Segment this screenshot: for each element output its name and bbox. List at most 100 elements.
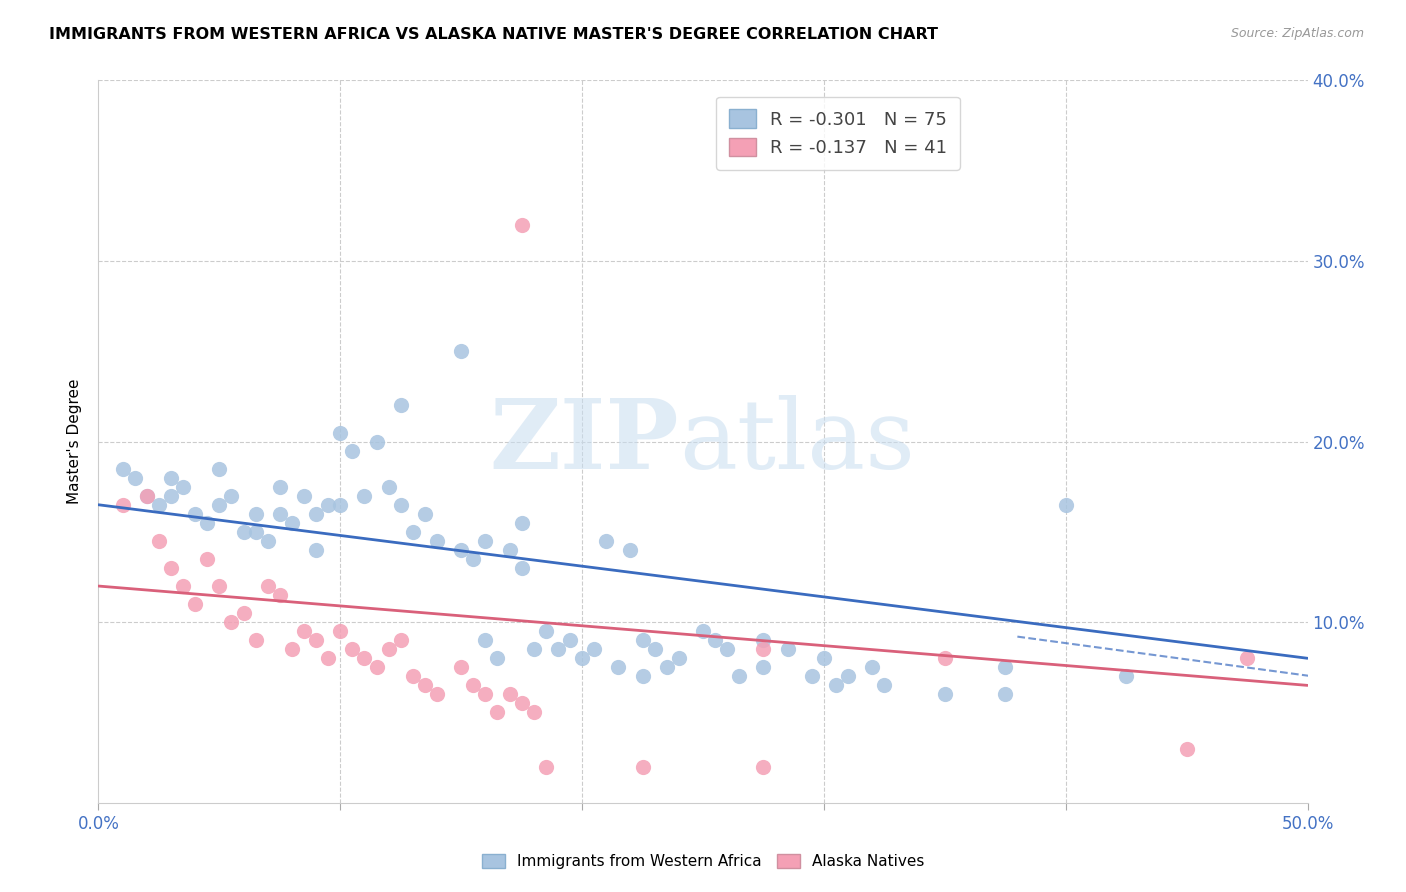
Point	[752, 633, 775, 648]
Point	[558, 633, 581, 648]
Point	[595, 533, 617, 548]
Point	[934, 651, 956, 665]
Point	[486, 651, 509, 665]
Point	[232, 606, 254, 620]
Point	[655, 660, 678, 674]
Point	[195, 552, 218, 566]
Point	[607, 660, 630, 674]
Point	[426, 533, 449, 548]
Point	[498, 542, 520, 557]
Point	[510, 697, 533, 711]
Point	[583, 642, 606, 657]
Point	[389, 398, 412, 412]
Text: IMMIGRANTS FROM WESTERN AFRICA VS ALASKA NATIVE MASTER'S DEGREE CORRELATION CHAR: IMMIGRANTS FROM WESTERN AFRICA VS ALASKA…	[49, 27, 938, 42]
Point	[413, 678, 436, 692]
Y-axis label: Master's Degree: Master's Degree	[67, 379, 83, 504]
Point	[172, 579, 194, 593]
Point	[160, 489, 183, 503]
Point	[316, 498, 339, 512]
Point	[232, 524, 254, 539]
Point	[450, 660, 472, 674]
Point	[825, 678, 848, 692]
Point	[160, 471, 183, 485]
Point	[474, 533, 496, 548]
Point	[463, 552, 485, 566]
Legend: Immigrants from Western Africa, Alaska Natives: Immigrants from Western Africa, Alaska N…	[475, 848, 931, 875]
Point	[644, 642, 666, 657]
Point	[316, 651, 339, 665]
Point	[813, 651, 835, 665]
Point	[353, 489, 375, 503]
Point	[208, 579, 231, 593]
Point	[377, 480, 399, 494]
Point	[208, 461, 231, 475]
Point	[111, 498, 134, 512]
Point	[281, 642, 304, 657]
Point	[342, 443, 364, 458]
Point	[172, 480, 194, 494]
Point	[111, 461, 134, 475]
Point	[692, 624, 714, 639]
Point	[184, 597, 207, 611]
Point	[353, 651, 375, 665]
Point	[450, 344, 472, 359]
Point	[752, 642, 775, 657]
Point	[184, 507, 207, 521]
Point	[329, 425, 352, 440]
Point	[160, 561, 183, 575]
Point	[221, 489, 243, 503]
Point	[631, 760, 654, 774]
Point	[292, 489, 315, 503]
Point	[510, 516, 533, 530]
Point	[402, 669, 425, 683]
Point	[510, 218, 533, 232]
Point	[474, 633, 496, 648]
Point	[329, 498, 352, 512]
Point	[329, 624, 352, 639]
Point	[208, 498, 231, 512]
Point	[450, 542, 472, 557]
Point	[269, 588, 291, 602]
Legend: R = -0.301   N = 75, R = -0.137   N = 41: R = -0.301 N = 75, R = -0.137 N = 41	[716, 96, 960, 169]
Point	[934, 687, 956, 701]
Point	[305, 507, 328, 521]
Point	[800, 669, 823, 683]
Text: Source: ZipAtlas.com: Source: ZipAtlas.com	[1230, 27, 1364, 40]
Point	[256, 579, 278, 593]
Point	[534, 624, 557, 639]
Point	[547, 642, 569, 657]
Point	[994, 660, 1017, 674]
Point	[124, 471, 146, 485]
Point	[148, 498, 170, 512]
Point	[305, 542, 328, 557]
Point	[994, 687, 1017, 701]
Point	[305, 633, 328, 648]
Point	[389, 498, 412, 512]
Point	[474, 687, 496, 701]
Point	[245, 633, 267, 648]
Point	[873, 678, 896, 692]
Point	[752, 660, 775, 674]
Point	[728, 669, 751, 683]
Point	[631, 669, 654, 683]
Point	[148, 533, 170, 548]
Point	[463, 678, 485, 692]
Point	[1054, 498, 1077, 512]
Point	[776, 642, 799, 657]
Point	[245, 507, 267, 521]
Point	[510, 561, 533, 575]
Point	[1236, 651, 1258, 665]
Point	[377, 642, 399, 657]
Point	[269, 507, 291, 521]
Point	[534, 760, 557, 774]
Point	[704, 633, 727, 648]
Point	[135, 489, 157, 503]
Point	[389, 633, 412, 648]
Point	[245, 524, 267, 539]
Point	[342, 642, 364, 657]
Point	[752, 760, 775, 774]
Point	[716, 642, 738, 657]
Point	[366, 660, 388, 674]
Point	[498, 687, 520, 701]
Point	[256, 533, 278, 548]
